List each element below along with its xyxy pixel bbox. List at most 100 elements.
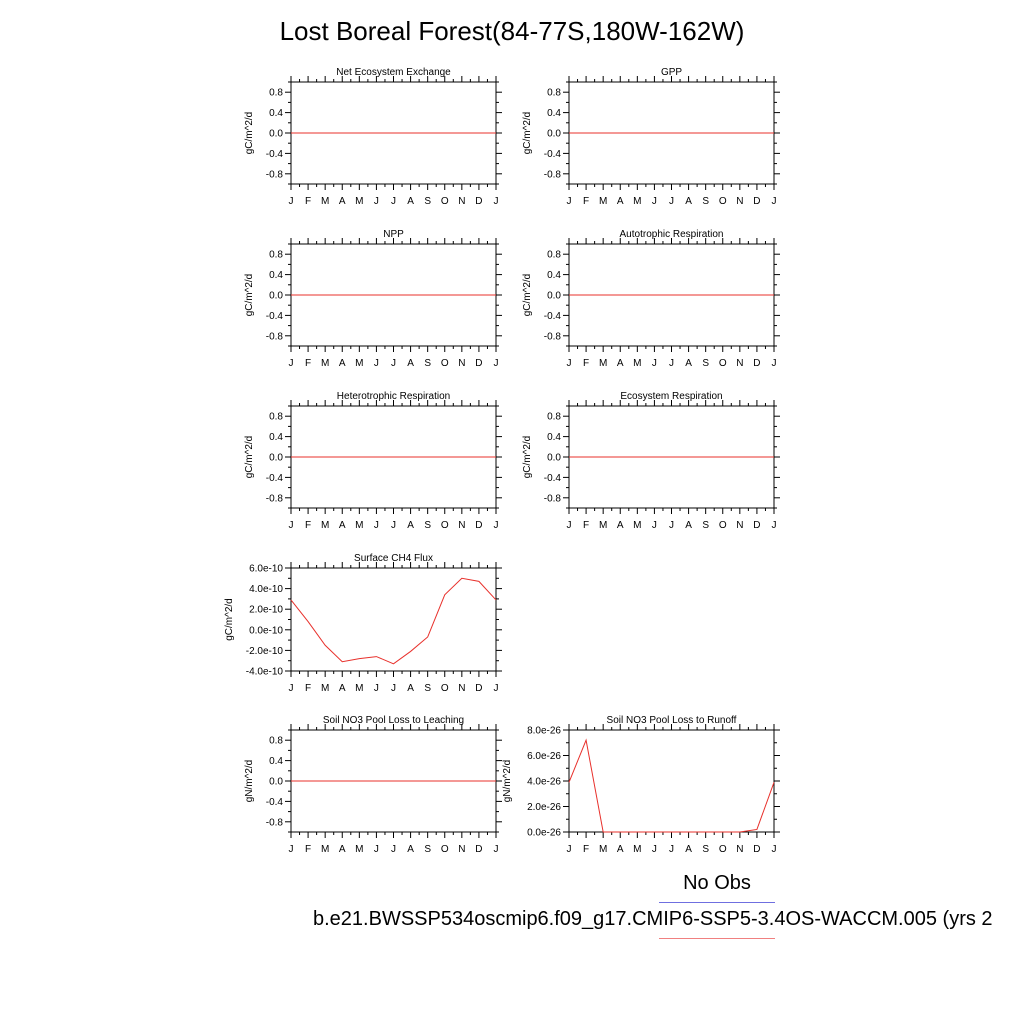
panel-9: J F M A M J J A S O N D J8.0e-266.0e-264.0e-262.0e-2… <box>502 715 780 855</box>
x-tick-label: M <box>355 844 363 855</box>
x-tick-label: J <box>669 520 674 531</box>
panel-title: NPP <box>383 229 404 240</box>
y-tick-label: -0.4 <box>544 473 562 484</box>
x-tick-label: F <box>305 520 311 531</box>
y-tick-label: 4.0e-26 <box>527 777 561 788</box>
figure-title: Lost Boreal Forest(84-77S,180W-162W) <box>279 16 745 46</box>
x-tick-label: A <box>685 520 692 531</box>
x-tick-label: M <box>355 196 363 207</box>
x-tick-label: J <box>289 683 294 694</box>
x-tick-label: S <box>424 196 431 207</box>
panel-title: Ecosystem Respiration <box>620 391 722 402</box>
x-tick-label: J <box>374 196 379 207</box>
x-tick-label: A <box>407 683 414 694</box>
series-line <box>568 738 775 833</box>
x-tick-label: J <box>494 196 499 207</box>
x-tick-label: S <box>702 196 709 207</box>
x-tick-label: O <box>441 683 449 694</box>
y-axis-label: gC/m^2/d <box>522 436 533 479</box>
y-tick-label: -0.4 <box>544 311 562 322</box>
x-tick-label: F <box>305 844 311 855</box>
x-tick-label: F <box>305 196 311 207</box>
x-tick-label: J <box>289 196 294 207</box>
x-tick-label: M <box>633 844 641 855</box>
x-tick-label: F <box>305 358 311 369</box>
legend-title: No Obs <box>683 872 751 894</box>
legend-case-label: b.e21.BWSSP534oscmip6.f09_g17.CMIP6-SSP5… <box>313 908 993 930</box>
x-tick-label: M <box>321 358 329 369</box>
x-tick-label: D <box>475 844 482 855</box>
y-tick-label: 6.0e-26 <box>527 751 561 762</box>
y-tick-label: 0.8 <box>547 250 561 261</box>
x-tick-label: J <box>567 520 572 531</box>
x-tick-label: J <box>494 683 499 694</box>
y-tick-label: 0.0e-26 <box>527 828 561 839</box>
x-tick-label: D <box>753 520 760 531</box>
x-tick-label: J <box>494 520 499 531</box>
x-tick-label: J <box>391 683 396 694</box>
x-tick-label: J <box>669 196 674 207</box>
x-tick-label: N <box>736 358 743 369</box>
y-axis-label: gN/m^2/d <box>502 760 513 803</box>
x-tick-label: F <box>583 358 589 369</box>
x-tick-label: S <box>702 358 709 369</box>
series-line <box>290 577 497 665</box>
y-tick-label: 0.0 <box>547 291 561 302</box>
y-tick-label: -0.8 <box>544 169 562 180</box>
y-tick-label: -0.4 <box>266 473 284 484</box>
panel-3: J F M A M J J A S O N D J0.80.40.0-0.4-0.8NPPgC/m^2/… <box>244 229 502 369</box>
x-tick-label: D <box>475 196 482 207</box>
x-tick-label: D <box>753 844 760 855</box>
y-tick-label: -2.0e-10 <box>246 646 284 657</box>
x-tick-label: J <box>772 844 777 855</box>
y-tick-label: 6.0e-10 <box>249 564 283 575</box>
x-tick-label: J <box>772 358 777 369</box>
y-axis-label: gC/m^2/d <box>224 598 235 641</box>
y-tick-label: 8.0e-26 <box>527 726 561 737</box>
y-tick-label: 0.0 <box>547 129 561 140</box>
x-tick-label: A <box>339 844 346 855</box>
y-tick-label: 0.4 <box>547 108 561 119</box>
x-tick-label: M <box>599 520 607 531</box>
x-tick-label: A <box>339 196 346 207</box>
x-tick-label: N <box>458 196 465 207</box>
panel-title: Net Ecosystem Exchange <box>336 67 451 78</box>
x-tick-label: J <box>567 358 572 369</box>
y-tick-label: 0.4 <box>269 756 283 767</box>
x-tick-label: J <box>289 358 294 369</box>
x-tick-label: J <box>652 844 657 855</box>
x-tick-label: M <box>321 520 329 531</box>
y-tick-label: 0.0 <box>269 777 283 788</box>
plot-frame <box>290 567 497 672</box>
x-tick-label: J <box>391 844 396 855</box>
panel-2: J F M A M J J A S O N D J0.80.40.0-0.4-0.8GPPgC/m^2/… <box>522 67 780 207</box>
x-tick-label: J <box>374 844 379 855</box>
y-axis-label: gC/m^2/d <box>522 274 533 317</box>
x-tick-label: A <box>617 520 624 531</box>
x-tick-label: J <box>391 196 396 207</box>
y-tick-label: -0.4 <box>266 149 284 160</box>
x-tick-label: A <box>339 520 346 531</box>
x-tick-label: M <box>355 683 363 694</box>
x-tick-label: N <box>736 196 743 207</box>
y-axis-label: gC/m^2/d <box>244 436 255 479</box>
x-tick-label: J <box>652 358 657 369</box>
y-tick-label: 0.4 <box>269 108 283 119</box>
panel-title: Autotrophic Respiration <box>620 229 724 240</box>
y-tick-label: 2.0e-26 <box>527 802 561 813</box>
y-tick-label: 0.8 <box>269 412 283 423</box>
legend-model-line <box>659 938 775 939</box>
x-tick-label: J <box>289 520 294 531</box>
y-tick-label: -0.8 <box>266 331 284 342</box>
panel-title: Heterotrophic Respiration <box>337 391 450 402</box>
panel-title: Surface CH4 Flux <box>354 553 433 564</box>
x-tick-label: J <box>374 520 379 531</box>
x-tick-label: M <box>321 196 329 207</box>
x-tick-label: O <box>719 196 727 207</box>
panel-title: Soil NO3 Pool Loss to Leaching <box>323 715 464 726</box>
x-tick-label: J <box>772 196 777 207</box>
x-tick-label: M <box>599 844 607 855</box>
x-tick-label: D <box>475 358 482 369</box>
